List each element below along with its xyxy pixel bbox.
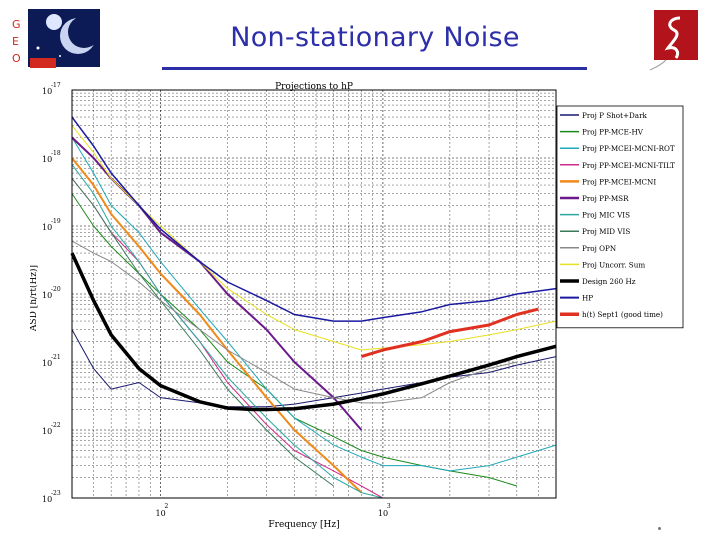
geo-logo-letter-e: E	[12, 35, 19, 48]
legend-box	[556, 105, 684, 329]
legend-label: Proj PP-MCEI-MCNI	[582, 177, 656, 186]
geo-logo: G E O	[12, 9, 100, 68]
y-tick-exponent: -19	[51, 218, 61, 225]
series-line-proj-pp-msr	[71, 136, 363, 431]
series-line-hp	[71, 116, 557, 322]
slide-title: Non-stationary Noise	[230, 22, 520, 53]
institute-logo-tail	[649, 59, 667, 71]
x-tick-exponent: 2	[165, 503, 169, 510]
legend-label: Proj PP-MCEI-MCNI-ROT	[582, 144, 675, 153]
title-underline	[162, 67, 587, 70]
legend: Proj P Shot+Dark Proj PP-MCE-HV Proj PP-MC…	[556, 105, 684, 329]
institute-logo	[649, 10, 698, 71]
legend-label: Proj Uncorr. Sum	[582, 260, 645, 269]
legend-label: Proj PP-MSR	[582, 194, 629, 203]
legend-label: Proj OPN	[582, 244, 616, 253]
geo-logo-letter-g: G	[12, 18, 21, 31]
y-axis-label: ASD [h/rt(Hz)]	[30, 265, 39, 332]
x-axis-label: Frequency [Hz]	[268, 520, 339, 530]
legend-label: Proj PP-MCEI-MCNI-TILT	[582, 161, 675, 170]
plot-frame	[71, 89, 557, 499]
geo-logo-moon	[46, 14, 62, 30]
page-marker	[658, 527, 661, 530]
chart-title: Projections to hP	[275, 82, 353, 92]
geo-logo-planet-shadow	[68, 16, 100, 48]
y-tick-label: 10	[42, 495, 52, 504]
institute-logo-figure	[664, 16, 681, 59]
y-tick-exponent: -21	[51, 354, 61, 361]
y-tick-exponent: -18	[51, 150, 61, 157]
series-line-design-260-hz	[70, 252, 557, 412]
legend-label: Proj MID VIS	[582, 227, 630, 236]
geo-logo-bar	[30, 58, 56, 68]
y-tick-exponent: -23	[51, 490, 61, 497]
y-tick-label: 10	[42, 223, 52, 232]
series-line-proj-p-shot-dark	[71, 329, 557, 408]
legend-label: Design 260 Hz	[582, 277, 636, 286]
y-tick-exponent: -22	[51, 422, 61, 429]
series-line-proj-pp-mcei-mcni-rot	[71, 137, 557, 472]
geo-logo-star	[36, 46, 40, 50]
geo-logo-star	[59, 55, 61, 57]
series-line-proj-mid-vis	[71, 178, 334, 487]
y-tick-exponent: -17	[51, 82, 61, 89]
series-line-proj-uncorr-sum	[71, 125, 557, 351]
series-line-proj-pp-mcei-mcni	[71, 157, 363, 494]
y-tick-exponent: -20	[51, 286, 61, 293]
grid	[71, 90, 557, 499]
x-tick-label: 10	[156, 509, 166, 518]
y-tick-label: 10	[42, 87, 52, 96]
y-tick-label: 10	[42, 155, 52, 164]
legend-label: HP	[582, 294, 593, 303]
y-tick-label: 10	[42, 359, 52, 368]
legend-label: h(t) Sept1 (good time)	[582, 310, 663, 319]
series-line-h-t-sept1-good-time-	[360, 307, 539, 359]
x-tick-label: 10	[378, 509, 388, 518]
series-line-proj-opn	[71, 240, 517, 404]
x-tick-exponent: 3	[387, 503, 391, 510]
series-line-proj-mic-vis	[71, 164, 384, 499]
legend-label: Proj PP-MCE-HV	[582, 128, 644, 137]
y-tick-label: 10	[42, 427, 52, 436]
legend-label: Proj MIC VIS	[582, 211, 630, 220]
y-tick-label: 10	[42, 291, 52, 300]
legend-label: Proj P Shot+Dark	[582, 111, 648, 120]
series-lines	[70, 116, 557, 499]
geo-logo-letter-o: O	[12, 52, 21, 65]
